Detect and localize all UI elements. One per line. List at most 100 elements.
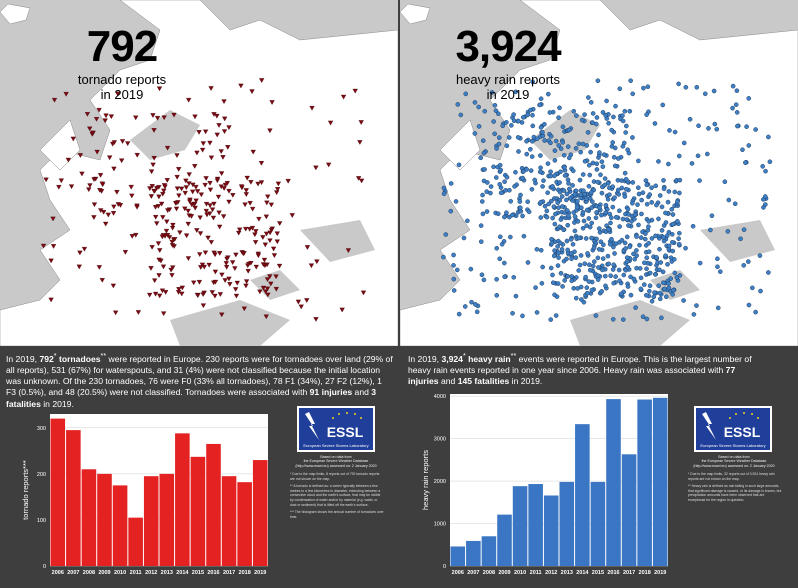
rain-report-marker [659,315,664,321]
rain-report-marker [741,227,747,232]
tornado-report-marker [119,158,125,164]
rain-report-marker [639,197,644,203]
tornado-report-marker [226,276,232,282]
rain-report-marker [653,233,658,239]
rain-report-marker [670,292,675,297]
rain-report-marker [591,245,597,251]
tornado-report-marker [277,221,283,226]
rain-report-marker [558,240,563,246]
x-tick-label: 2016 [207,570,219,576]
tornado-report-marker [202,129,209,135]
rain-report-marker [549,240,555,246]
rain-report-marker [638,235,644,240]
rain-report-marker [630,200,635,206]
rain-report-marker [740,147,745,153]
rain-report-marker [647,192,653,197]
tornado-report-marker [110,283,117,289]
rain-report-marker [556,115,561,120]
tornado-report-marker [227,282,233,287]
rain-report-marker [766,270,771,275]
rain-report-marker [634,234,639,239]
rain-report-marker [671,287,676,293]
rain-report-marker [766,134,771,140]
rain-report-marker [558,169,563,175]
essl-logo: ESSL European Severe Storms Laboratory [694,406,772,452]
x-tick-label: 2013 [161,570,173,576]
tornado-report-marker [175,290,182,295]
rain-report-marker [550,280,556,286]
tornado-report-marker [304,298,310,303]
x-tick-label: 2018 [239,570,251,576]
rain-report-marker [610,204,616,210]
tornado-report-marker [230,193,236,198]
tornado-report-marker [274,231,280,237]
rain-report-marker [538,125,544,130]
tornado-report-marker [186,181,192,187]
tornado-report-marker [169,239,175,245]
tornado-report-marker [253,264,259,270]
tornado-report-marker [268,281,274,287]
rain-report-marker [472,100,478,105]
rain-report-marker [676,153,682,159]
desc-bold: 792 [39,353,54,364]
rain-report-marker [590,111,596,116]
tornado-report-marker [224,256,230,262]
rain-report-marker [644,112,649,117]
rain-report-marker [689,161,695,166]
rain-report-marker [552,221,558,227]
rain-report-marker [634,265,639,271]
rain-report-marker [594,167,600,172]
rain-report-marker [461,235,467,241]
tornado-count: 792 [86,22,158,71]
bar-2017 [621,454,637,566]
rain-report-marker [538,215,544,220]
rain-report-marker [638,286,644,292]
rain-report-marker [566,213,571,219]
desc-sup: * [462,352,466,360]
rain-report-marker [594,210,599,215]
rain-report-marker [616,156,621,161]
credit-line: (http://www.eswd.eu) accessed on: 2 Janu… [295,463,377,468]
rain-report-marker [715,305,721,311]
rain-report-marker [570,242,576,247]
tornado-report-marker [289,213,295,218]
rain-report-marker [537,102,542,108]
tornado-report-marker [264,286,271,292]
heavy-rain-map: 3,924 heavy rain reports in 2019 [400,0,798,346]
rain-report-marker [504,143,510,149]
rain-report-marker [582,261,588,267]
bar-2012 [143,476,159,566]
tornado-report-marker [258,180,265,186]
rain-report-marker [653,183,659,189]
rain-report-marker [453,199,459,204]
rain-report-marker [644,182,650,188]
y-tick-label: 2000 [434,479,446,485]
tornado-report-marker [111,140,118,145]
x-tick-label: 2007 [467,570,479,576]
tornado-report-marker [160,215,166,220]
bar-2006 [50,418,66,566]
rain-report-marker [570,168,576,174]
rain-report-marker [694,303,699,308]
tornado-report-marker [249,89,255,95]
desc-text: and [438,376,458,387]
rain-report-marker [734,88,740,93]
tornado-report-marker [93,117,100,122]
tornado-report-marker [252,240,259,245]
x-tick-label: 2006 [452,570,464,576]
tornado-report-marker [183,233,190,239]
tornado-report-marker [233,252,239,258]
tornado-report-marker [263,214,269,220]
tornado-report-marker [234,280,240,286]
rain-report-marker [612,251,617,256]
tornado-report-marker [148,266,154,271]
rain-report-marker [544,208,550,214]
rain-report-marker [484,189,490,194]
rain-report-marker [584,223,589,228]
tornado-report-marker [134,205,140,210]
tornado-report-marker [151,156,157,161]
tornado-report-marker [197,252,203,257]
rain-report-marker [547,110,553,115]
rain-report-marker [619,237,625,243]
rain-report-marker [511,118,517,124]
